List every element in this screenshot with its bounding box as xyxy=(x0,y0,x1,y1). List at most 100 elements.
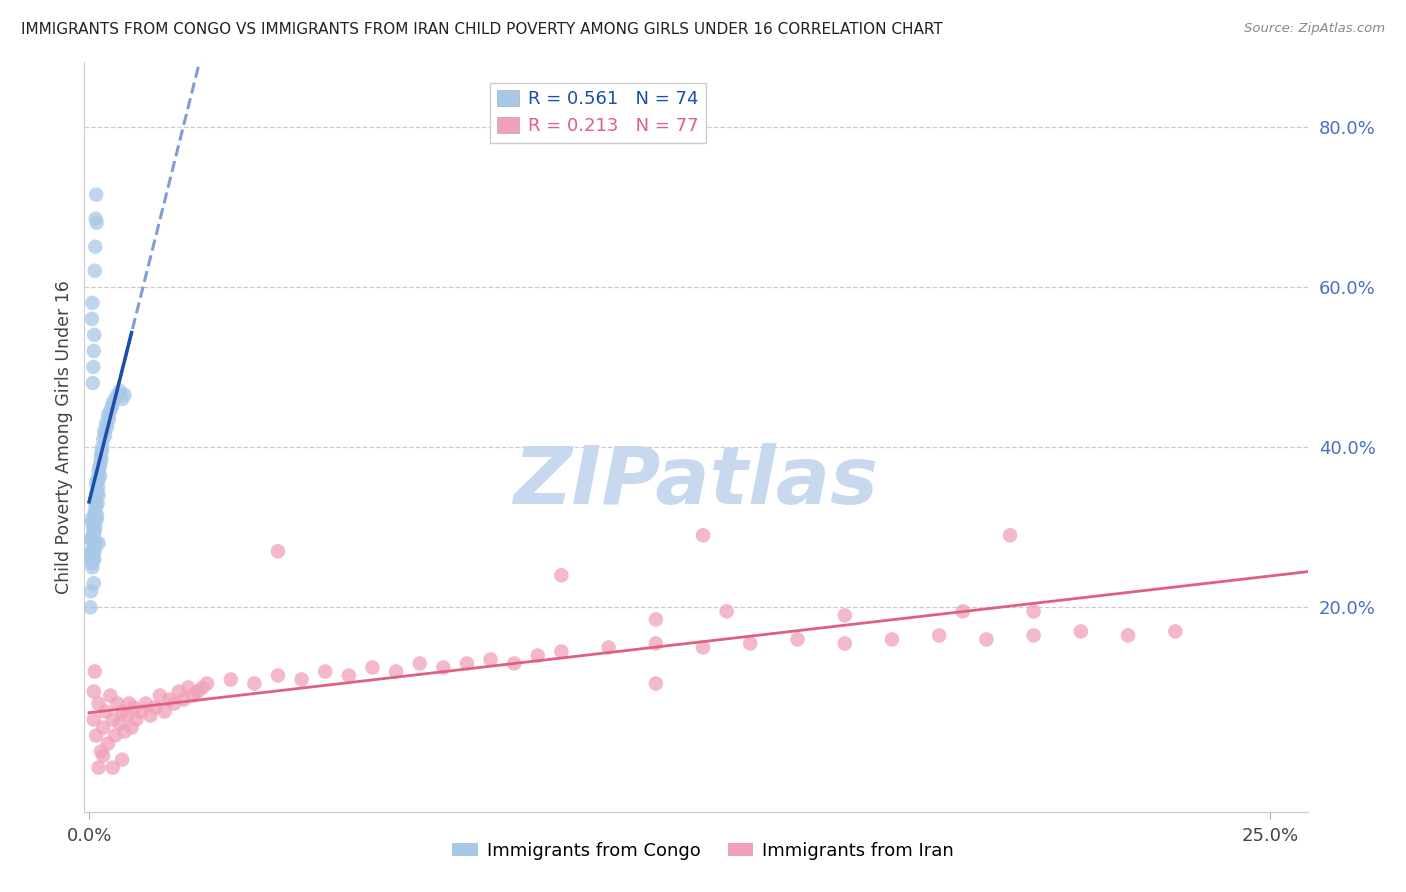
Point xyxy=(87,697,110,711)
Point xyxy=(98,689,121,703)
Point xyxy=(976,632,998,647)
Point xyxy=(84,536,107,550)
Point xyxy=(79,533,101,547)
Point xyxy=(928,628,950,642)
Point xyxy=(187,684,209,698)
Point xyxy=(122,700,145,714)
Point xyxy=(385,665,408,679)
Point xyxy=(107,388,129,402)
Point xyxy=(89,468,111,483)
Point xyxy=(90,448,112,462)
Point xyxy=(101,396,124,410)
Point xyxy=(90,452,112,467)
Point xyxy=(86,496,108,510)
Point xyxy=(80,584,103,599)
Point xyxy=(163,697,186,711)
Point xyxy=(644,676,666,690)
Point xyxy=(114,388,136,402)
Point xyxy=(89,460,111,475)
Point xyxy=(83,713,105,727)
Point xyxy=(91,440,114,454)
Point xyxy=(107,697,129,711)
Point xyxy=(86,508,108,523)
Point xyxy=(83,541,105,555)
Point xyxy=(1022,604,1045,618)
Point xyxy=(267,544,290,558)
Point xyxy=(692,528,714,542)
Point xyxy=(83,264,105,278)
Point xyxy=(82,560,104,574)
Point xyxy=(952,604,974,618)
Point xyxy=(86,216,108,230)
Point xyxy=(644,612,666,626)
Point xyxy=(82,552,104,566)
Point xyxy=(80,533,103,547)
Point xyxy=(82,296,104,310)
Point xyxy=(267,668,290,682)
Point xyxy=(91,748,114,763)
Point xyxy=(86,488,108,502)
Point xyxy=(129,705,152,719)
Point xyxy=(80,552,103,566)
Point xyxy=(84,211,107,226)
Point xyxy=(111,392,134,406)
Point xyxy=(91,432,114,446)
Point xyxy=(108,384,131,398)
Text: ZIPatlas: ZIPatlas xyxy=(513,443,879,521)
Point xyxy=(83,684,105,698)
Point xyxy=(86,512,108,526)
Point xyxy=(79,600,101,615)
Point xyxy=(89,456,111,470)
Point xyxy=(94,428,117,442)
Point xyxy=(550,644,572,658)
Point xyxy=(1164,624,1187,639)
Point xyxy=(177,681,200,695)
Point xyxy=(82,359,104,374)
Point xyxy=(111,705,134,719)
Point xyxy=(90,444,112,458)
Point xyxy=(86,484,108,499)
Point xyxy=(125,713,148,727)
Point xyxy=(82,544,104,558)
Point xyxy=(82,528,104,542)
Point xyxy=(97,737,120,751)
Point xyxy=(100,400,122,414)
Point xyxy=(83,524,105,539)
Point xyxy=(135,697,157,711)
Point xyxy=(149,689,172,703)
Point xyxy=(118,697,141,711)
Point xyxy=(83,343,105,358)
Point xyxy=(291,673,314,687)
Point xyxy=(139,708,162,723)
Point xyxy=(101,761,124,775)
Point xyxy=(82,376,104,390)
Point xyxy=(740,636,762,650)
Point xyxy=(456,657,478,671)
Point xyxy=(361,660,384,674)
Point xyxy=(692,640,714,655)
Point xyxy=(83,552,105,566)
Point xyxy=(87,472,110,486)
Point xyxy=(84,500,107,515)
Point xyxy=(84,187,107,202)
Point xyxy=(104,729,127,743)
Legend: R = 0.561   N = 74, R = 0.213   N = 77: R = 0.561 N = 74, R = 0.213 N = 77 xyxy=(491,83,706,143)
Point xyxy=(598,640,620,655)
Point xyxy=(83,524,105,539)
Point xyxy=(84,476,107,491)
Point xyxy=(644,636,666,650)
Point xyxy=(98,404,121,418)
Point xyxy=(1070,624,1092,639)
Point xyxy=(314,665,336,679)
Legend: Immigrants from Congo, Immigrants from Iran: Immigrants from Congo, Immigrants from I… xyxy=(446,835,960,867)
Point xyxy=(716,604,738,618)
Point xyxy=(87,536,110,550)
Point xyxy=(83,576,105,591)
Point xyxy=(479,652,502,666)
Point xyxy=(167,684,190,698)
Point xyxy=(83,504,105,518)
Point xyxy=(80,512,103,526)
Point xyxy=(104,392,127,406)
Point xyxy=(84,729,107,743)
Point xyxy=(82,520,104,534)
